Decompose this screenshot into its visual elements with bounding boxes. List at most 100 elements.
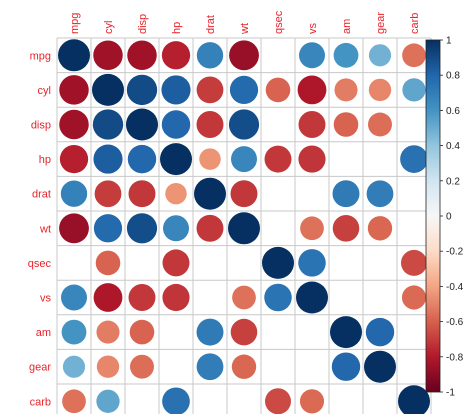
row-label-disp: disp [31,120,51,132]
corr-circle-disp-am [333,112,359,137]
corr-circle-cyl-vs [297,75,327,105]
label-layer: mpg mpg cyl cyl disp disp hp hp drat drat wt wt qsec… [28,10,421,408]
corr-circle-hp-wt [231,146,257,173]
circle-layer [58,39,430,414]
row-label-cyl: cyl [38,85,51,97]
corr-circle-vs-disp [128,284,156,311]
row-label-mpg: mpg [30,50,51,62]
colorbar-tick-label: 0 [446,212,452,223]
corr-circle-carb-mpg [62,389,86,414]
col-label-carb: carb [409,13,421,34]
corr-circle-cyl-qsec [265,77,291,103]
colorbar-tick-label: -0.2 [446,247,464,258]
col-label-hp: hp [171,22,183,34]
col-label-gear: gear [375,12,387,34]
colorbar-tick-label: 1 [446,36,452,47]
corr-circle-am-mpg [61,319,87,345]
colorbar-tick-label: 0.2 [446,176,460,187]
corr-circle-disp-drat [196,111,224,138]
corr-circle-wt-drat [196,214,224,242]
corr-circle-drat-disp [128,180,156,208]
col-label-disp: disp [137,14,149,34]
corr-circle-am-drat [196,318,224,346]
corr-circle-hp-drat [199,148,221,170]
corr-circle-cyl-disp [126,74,158,106]
corr-circle-hp-cyl [93,144,123,174]
corr-circle-disp-hp [161,110,191,139]
corr-circle-hp-disp [127,144,157,174]
corr-circle-disp-mpg [59,109,89,140]
corr-circle-hp-mpg [59,144,89,174]
corr-circle-cyl-hp [161,75,191,105]
corr-circle-carb-carb [398,385,430,414]
corr-circle-gear-mpg [62,355,86,378]
colorbar-tick-label: -0.4 [446,282,464,293]
corr-circle-disp-wt [228,109,260,140]
col-label-am: am [341,19,353,34]
row-label-hp: hp [39,154,51,166]
corr-circle-am-cyl [96,320,120,344]
corr-circle-hp-qsec [264,145,292,173]
corr-circle-hp-vs [298,145,326,173]
corr-circle-disp-gear [368,112,392,137]
corr-circle-wt-vs [300,216,324,241]
corr-circle-gear-disp [130,354,154,379]
corr-circle-vs-cyl [93,283,123,312]
colorbar-tick-label: -0.8 [446,352,464,363]
corr-circle-gear-wt [231,354,257,379]
corr-circle-drat-drat [194,177,226,210]
corr-circle-cyl-am [334,78,358,102]
col-label-mpg: mpg [69,13,81,34]
corr-circle-wt-wt [228,212,260,245]
corr-circle-drat-hp [165,182,187,205]
corr-circle-drat-mpg [60,180,88,207]
colorbar [425,39,441,393]
corr-circle-hp-hp [160,143,192,176]
corr-circle-mpg-gear [368,44,392,67]
corr-circle-mpg-disp [127,40,157,71]
corr-circle-am-wt [230,318,258,346]
corr-circle-qsec-vs [298,249,326,277]
corr-circle-drat-wt [230,180,258,208]
corr-circle-qsec-carb [401,249,427,276]
corr-circle-wt-mpg [59,213,89,244]
corr-circle-mpg-cyl [93,40,123,71]
corr-circle-am-am [330,316,362,349]
corr-circle-carb-vs [299,389,325,414]
corr-circle-disp-disp [126,108,158,141]
corr-circle-wt-disp [126,213,158,244]
corr-circle-wt-am [332,215,360,242]
row-label-gear: gear [29,362,51,374]
corr-circle-cyl-cyl [92,73,124,106]
row-label-carb: carb [30,396,51,408]
corr-circle-disp-cyl [92,109,124,140]
row-label-qsec: qsec [28,258,52,270]
corr-circle-mpg-hp [161,41,191,70]
row-label-drat: drat [32,189,51,201]
corr-circle-drat-gear [366,180,394,208]
corr-circle-mpg-vs [299,42,325,69]
corr-circle-vs-carb [401,285,427,310]
corr-circle-mpg-wt [229,40,259,71]
row-label-vs: vs [40,293,52,305]
corr-circle-disp-vs [298,111,326,138]
corr-circle-cyl-gear [368,78,392,102]
corr-circle-hp-carb [400,145,428,173]
row-label-am: am [36,327,51,339]
corr-circle-vs-qsec [264,283,292,312]
corr-circle-mpg-drat [196,42,224,69]
corr-circle-gear-gear [364,350,396,383]
col-label-drat: drat [205,15,217,34]
corr-circle-cyl-drat [196,76,224,104]
col-label-wt: wt [239,23,251,35]
colorbar-tick-label: 0.6 [446,106,460,117]
corr-circle-gear-am [331,352,361,381]
corr-circle-cyl-carb [402,78,426,102]
corr-circle-wt-hp [163,215,189,242]
corr-circle-mpg-carb [402,43,426,68]
corr-circle-vs-hp [162,283,190,312]
colorbar-tick-label: -1 [446,388,455,399]
colorbar-legend: 1 0.8 0.6 0.4 0.2 0 -0.2 -0.4 -0.6 -0.8 -1 [425,36,464,399]
corr-circle-vs-mpg [61,284,87,311]
corr-circle-am-disp [129,319,155,345]
